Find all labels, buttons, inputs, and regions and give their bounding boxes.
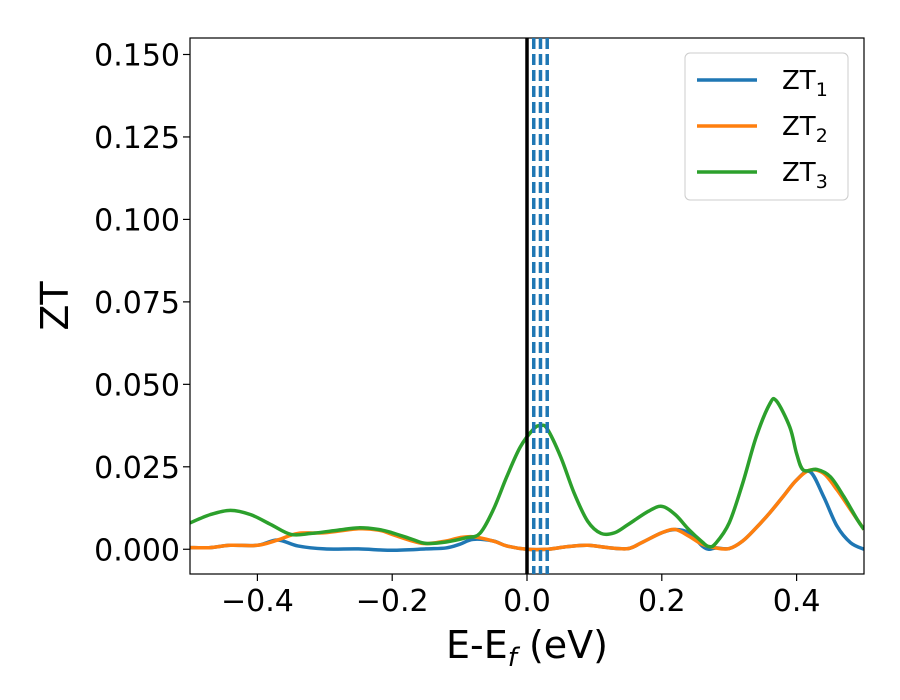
legend: ZT1 ZT2 ZT3 <box>684 52 849 201</box>
y-tick-label: 0.150 <box>94 38 180 73</box>
x-tick-label: −0.4 <box>221 584 294 619</box>
reference-lines <box>525 38 549 574</box>
x-tick-label: −0.2 <box>356 584 429 619</box>
x-axis-title: E-Ef (eV) <box>446 623 608 673</box>
x-axis: −0.4 −0.2 0.0 0.2 0.4 <box>221 574 820 619</box>
x-tick-label: 0.4 <box>773 584 821 619</box>
y-tick-label: 0.075 <box>94 286 180 321</box>
y-tick-label: 0.100 <box>94 203 180 238</box>
y-tick-label: 0.025 <box>94 451 180 486</box>
series-lines <box>190 396 864 552</box>
series-line-zt3 <box>190 396 864 549</box>
y-tick-label: 0.000 <box>94 533 180 568</box>
y-tick-label: 0.125 <box>94 121 180 156</box>
legend-label-zt3: ZT3 <box>782 158 828 193</box>
y-axis-title: ZT <box>33 281 77 331</box>
y-tick-label: 0.050 <box>94 368 180 403</box>
x-tick-label: 0.2 <box>638 584 686 619</box>
x-tick-label: 0.0 <box>503 584 551 619</box>
legend-label-zt1: ZT1 <box>782 66 828 101</box>
legend-box <box>684 52 849 201</box>
legend-label-zt2: ZT2 <box>782 112 828 147</box>
y-axis: 0.000 0.025 0.050 0.075 0.100 0.125 0.150 <box>94 38 190 568</box>
